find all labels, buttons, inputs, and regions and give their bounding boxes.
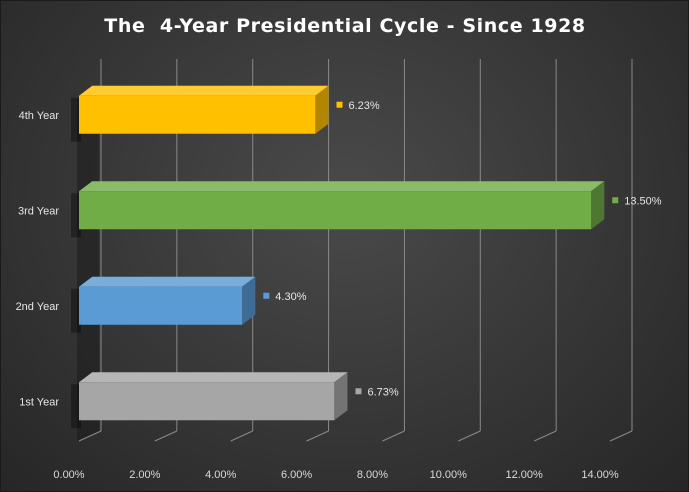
bar-front-face xyxy=(79,95,316,134)
gridline-floor xyxy=(609,430,633,442)
x-tick-label: 6.00% xyxy=(281,469,312,481)
gridline-floor xyxy=(78,430,102,442)
bars xyxy=(71,85,605,429)
bar-end-shade xyxy=(315,85,329,134)
x-tick-label: 14.00% xyxy=(581,469,619,481)
data-label-key xyxy=(355,388,362,395)
gridlines xyxy=(77,59,633,442)
bar-top-face xyxy=(79,276,256,287)
bar-end-face xyxy=(334,372,348,421)
bar-shadow xyxy=(71,97,81,142)
bar-shadow xyxy=(71,288,81,333)
bar-shadow xyxy=(71,384,81,429)
x-tick-label: 2.00% xyxy=(129,469,160,481)
bar-3rd-year xyxy=(71,181,605,238)
x-tick-label: 4.00% xyxy=(205,469,236,481)
gridline-floor xyxy=(458,430,481,442)
bar-top-highlight xyxy=(79,85,329,96)
gridline-floor xyxy=(230,430,253,442)
bar-1st-year xyxy=(71,372,348,429)
bar-top-face xyxy=(79,85,329,96)
bar-4th-year xyxy=(71,85,329,142)
data-label-key xyxy=(336,101,343,108)
data-label: 6.73% xyxy=(367,386,398,398)
bar-top-highlight xyxy=(79,181,605,192)
bar-2nd-year xyxy=(71,276,256,333)
data-label-key xyxy=(612,197,619,204)
data-label-key xyxy=(263,292,270,299)
gridline-floor xyxy=(306,430,329,442)
y-category-label: 3rd Year xyxy=(18,205,59,217)
bar-end-face xyxy=(591,181,605,230)
gridline-floor xyxy=(154,430,178,442)
x-tick-label: 12.00% xyxy=(505,469,543,481)
bar-front-face xyxy=(79,382,335,421)
bar-top-highlight xyxy=(79,276,256,287)
x-axis: 0.00% 2.00% 4.00% 6.00% 8.00% 10.00% 12.00% 14.… xyxy=(16,100,662,481)
bar-end-face xyxy=(315,85,329,134)
bar-end-shade xyxy=(334,372,348,421)
x-tick-label: 0.00% xyxy=(53,469,84,481)
bar-top-highlight xyxy=(79,372,348,383)
bar-top-face xyxy=(79,372,348,383)
bar-shadow xyxy=(71,193,81,238)
gridline-floor xyxy=(382,430,405,442)
bar-front-face xyxy=(79,191,592,230)
chart-title: The 4-Year Presidential Cycle - Since 19… xyxy=(104,15,585,37)
bar-top-face xyxy=(79,181,605,192)
bar-end-shade xyxy=(242,276,256,325)
data-label: 4.30% xyxy=(275,291,306,303)
data-label: 6.23% xyxy=(348,100,379,112)
x-tick-label: 8.00% xyxy=(357,469,388,481)
y-category-label: 2nd Year xyxy=(16,301,60,313)
bar-front-face xyxy=(79,286,243,325)
y-category-label: 1st Year xyxy=(19,396,59,408)
data-label: 13.50% xyxy=(624,195,662,207)
x-tick-label: 10.00% xyxy=(430,469,468,481)
bar-end-shade xyxy=(591,181,605,230)
side-wall xyxy=(77,89,99,441)
bar-end-face xyxy=(242,276,256,325)
y-category-label: 4th Year xyxy=(19,110,60,122)
gridline-floor xyxy=(533,430,557,442)
